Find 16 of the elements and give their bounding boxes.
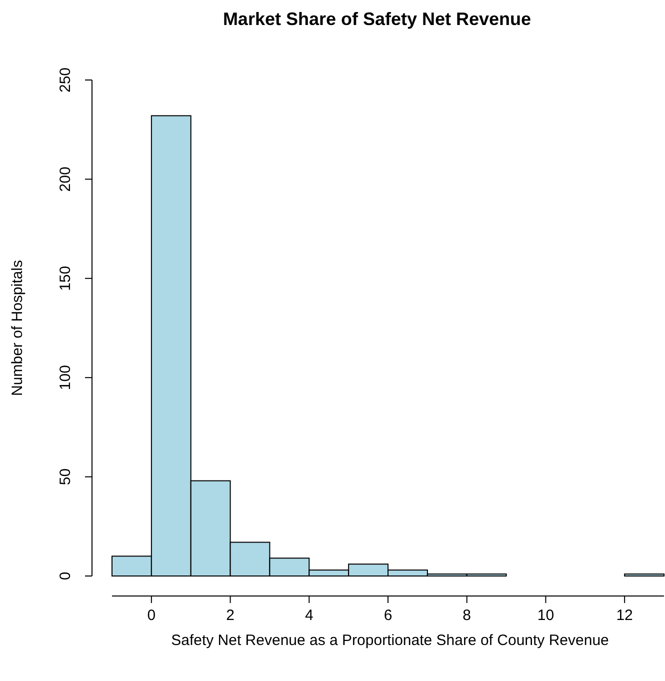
y-tick-label: 100 xyxy=(57,365,74,390)
chart-title: Market Share of Safety Net Revenue xyxy=(222,9,532,29)
y-tick-label: 0 xyxy=(57,572,74,580)
y-axis-title: Number of Hospitals xyxy=(9,260,26,396)
x-tick-label: 0 xyxy=(147,607,156,624)
x-tick-label: 12 xyxy=(616,607,633,624)
x-tick-label: 4 xyxy=(304,607,314,624)
x-tick-label: 10 xyxy=(537,607,554,624)
x-tick-label: 2 xyxy=(226,607,234,624)
x-tick-label: 8 xyxy=(462,607,472,624)
x-tick-label: 6 xyxy=(384,607,392,624)
y-tick-label: 200 xyxy=(57,166,74,192)
y-tick-label: 150 xyxy=(57,266,74,291)
y-tick-label: 50 xyxy=(57,468,74,486)
y-tick-label: 250 xyxy=(57,67,74,93)
x-axis-title: Safety Net Revenue as a Proportionate Share of County Revenue xyxy=(171,632,609,649)
